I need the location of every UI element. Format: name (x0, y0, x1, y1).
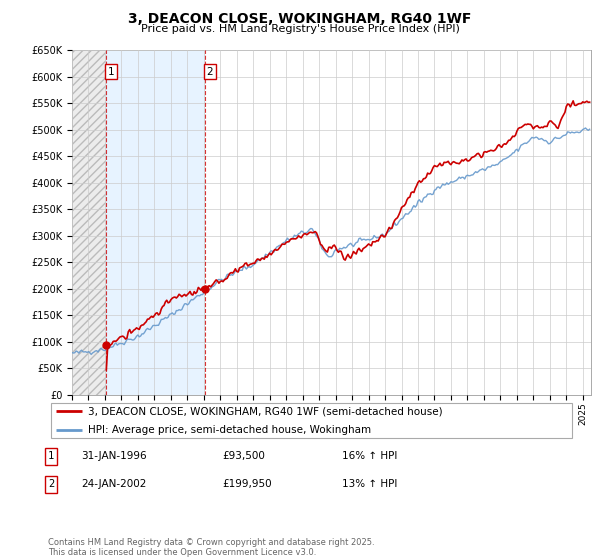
Text: 1: 1 (108, 67, 115, 77)
Text: 3, DEACON CLOSE, WOKINGHAM, RG40 1WF: 3, DEACON CLOSE, WOKINGHAM, RG40 1WF (128, 12, 472, 26)
Text: 1: 1 (48, 451, 54, 461)
Text: HPI: Average price, semi-detached house, Wokingham: HPI: Average price, semi-detached house,… (88, 425, 371, 435)
FancyBboxPatch shape (50, 403, 572, 438)
Text: Contains HM Land Registry data © Crown copyright and database right 2025.
This d: Contains HM Land Registry data © Crown c… (48, 538, 374, 557)
Text: 2: 2 (48, 479, 54, 489)
Text: 2: 2 (206, 67, 213, 77)
Text: Price paid vs. HM Land Registry's House Price Index (HPI): Price paid vs. HM Land Registry's House … (140, 24, 460, 34)
Text: 24-JAN-2002: 24-JAN-2002 (81, 479, 146, 489)
Text: £199,950: £199,950 (222, 479, 272, 489)
Text: 3, DEACON CLOSE, WOKINGHAM, RG40 1WF (semi-detached house): 3, DEACON CLOSE, WOKINGHAM, RG40 1WF (se… (88, 406, 442, 416)
Text: 13% ↑ HPI: 13% ↑ HPI (342, 479, 397, 489)
Text: 16% ↑ HPI: 16% ↑ HPI (342, 451, 397, 461)
Text: £93,500: £93,500 (222, 451, 265, 461)
Text: 31-JAN-1996: 31-JAN-1996 (81, 451, 146, 461)
